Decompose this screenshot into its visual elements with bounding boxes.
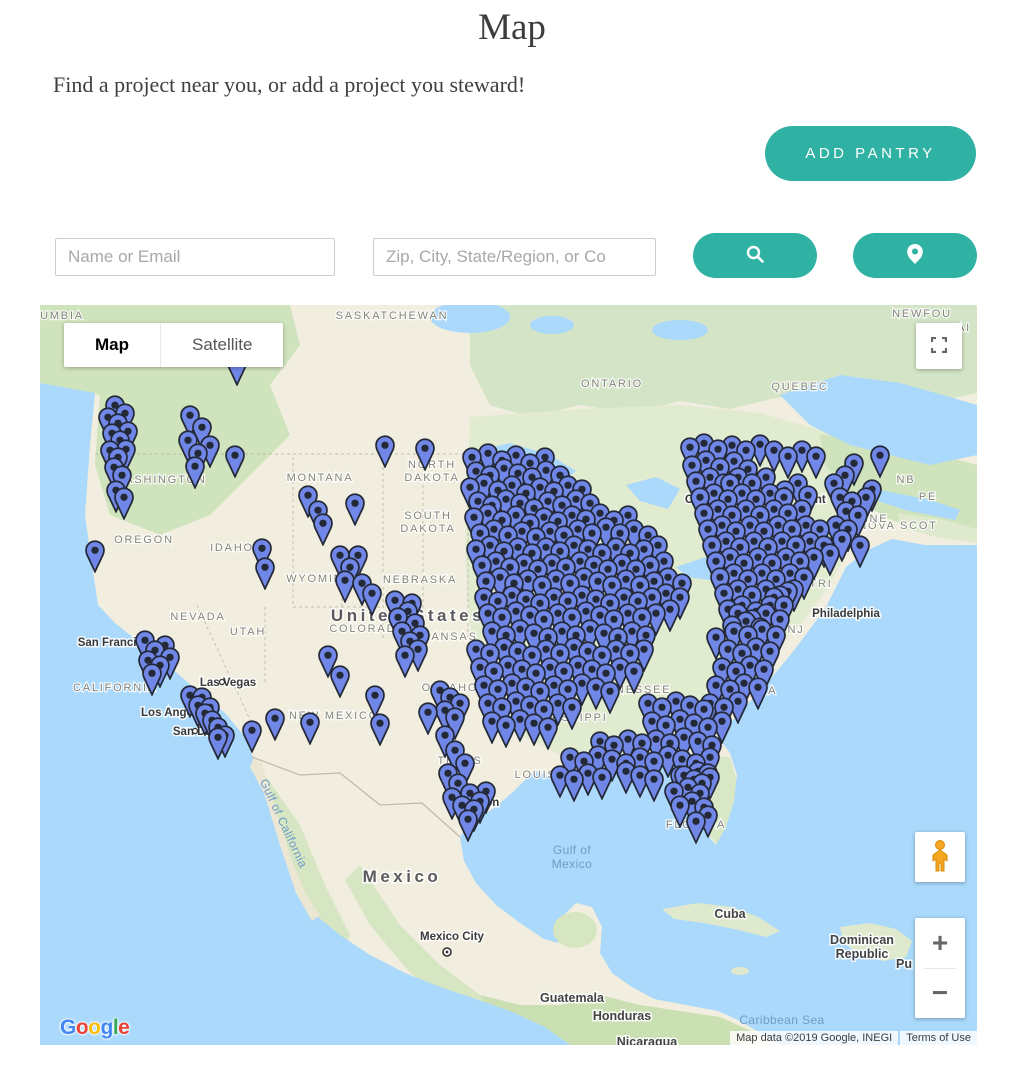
map-label: COLUMBIA	[40, 310, 84, 322]
add-pantry-button[interactable]: ADD PANTRY	[765, 126, 976, 181]
map-label: Mexico City	[420, 931, 485, 943]
name-email-input[interactable]	[55, 238, 335, 276]
map-label: Dominican	[830, 933, 894, 947]
location-pin-icon	[906, 243, 924, 268]
map-label: SOUTH	[404, 510, 452, 522]
zoom-divider	[924, 967, 956, 969]
map-canvas[interactable]: COLUMBIASASKATCHEWANNEWFOUAIONTARIOQUEBE…	[40, 305, 977, 1045]
map-label: Caribbean Sea	[739, 1013, 824, 1027]
location-input[interactable]	[373, 238, 656, 276]
map-label: NEVADA	[170, 611, 225, 623]
map-label: Mexico	[363, 867, 442, 886]
zoom-out-button[interactable]: −	[915, 969, 965, 1019]
page-title: Map	[478, 7, 546, 48]
map-label: Philadelphia	[812, 608, 880, 620]
zoom-control: + −	[915, 918, 965, 1018]
city-dot	[191, 727, 199, 735]
capital-city-dot-center	[445, 950, 449, 954]
map-label: NJ	[787, 624, 804, 636]
search-button[interactable]	[693, 233, 817, 278]
map-label: MONTANA	[287, 472, 354, 484]
pegman-button[interactable]	[915, 832, 965, 882]
fullscreen-icon	[930, 336, 948, 356]
map-label: PE	[919, 491, 937, 503]
map-label: Guatemala	[540, 991, 605, 1005]
map-type-map-button[interactable]: Map	[64, 323, 160, 367]
map-label: ONTARIO	[581, 378, 643, 390]
map-label: Republic	[836, 947, 889, 961]
map-attribution: Map data ©2019 Google, INEGI Terms of Us…	[730, 1031, 977, 1045]
map-image: COLUMBIASASKATCHEWANNEWFOUAIONTARIOQUEBE…	[40, 305, 977, 1045]
magnifier-icon	[745, 244, 765, 267]
map-label: NORTH	[408, 459, 456, 471]
map-label: Gulf of	[553, 843, 591, 857]
terms-of-use-link[interactable]: Terms of Use	[900, 1031, 977, 1045]
map-label: SASKATCHEWAN	[336, 310, 449, 322]
city-dot	[218, 678, 226, 686]
map-label: COLORADO	[329, 623, 406, 635]
map-label: Cuba	[714, 907, 746, 921]
map-label: NEBRASKA	[383, 574, 457, 586]
map-label: UTAH	[230, 626, 266, 638]
map-type-satellite-button[interactable]: Satellite	[160, 323, 284, 367]
map-label: KANSAS	[422, 631, 477, 643]
map-label: IDAHO	[210, 542, 254, 554]
map-label: Nicaragua	[617, 1035, 678, 1045]
map-label: WASHINGTON	[113, 474, 206, 486]
map-label: Pu	[896, 957, 912, 971]
map-label: NEWFOU	[892, 308, 952, 320]
map-label: Mexico	[552, 857, 592, 871]
locate-button[interactable]	[853, 233, 977, 278]
page-subtitle: Find a project near you, or add a projec…	[53, 72, 526, 97]
map-data-attribution: Map data ©2019 Google, INEGI	[730, 1031, 899, 1045]
map-type-control: Map Satellite	[64, 323, 284, 367]
map-label: TRI	[809, 578, 832, 590]
fullscreen-button[interactable]	[916, 323, 962, 369]
zoom-in-button[interactable]: +	[915, 918, 965, 968]
pegman-icon	[927, 839, 953, 876]
map-label: NB	[897, 474, 916, 486]
map-label: CALIFORNIA	[73, 682, 157, 694]
map-label: DAKOTA	[404, 472, 459, 484]
map-label: Honduras	[593, 1009, 651, 1023]
map-label: NOVA SCOT	[858, 520, 938, 532]
map-label: Las Vegas	[200, 677, 256, 689]
map-label: QUEBEC	[771, 381, 828, 393]
google-logo[interactable]: Google	[60, 1016, 130, 1039]
map-label: OREGON	[114, 534, 174, 546]
map-label: DAKOTA	[400, 523, 455, 535]
